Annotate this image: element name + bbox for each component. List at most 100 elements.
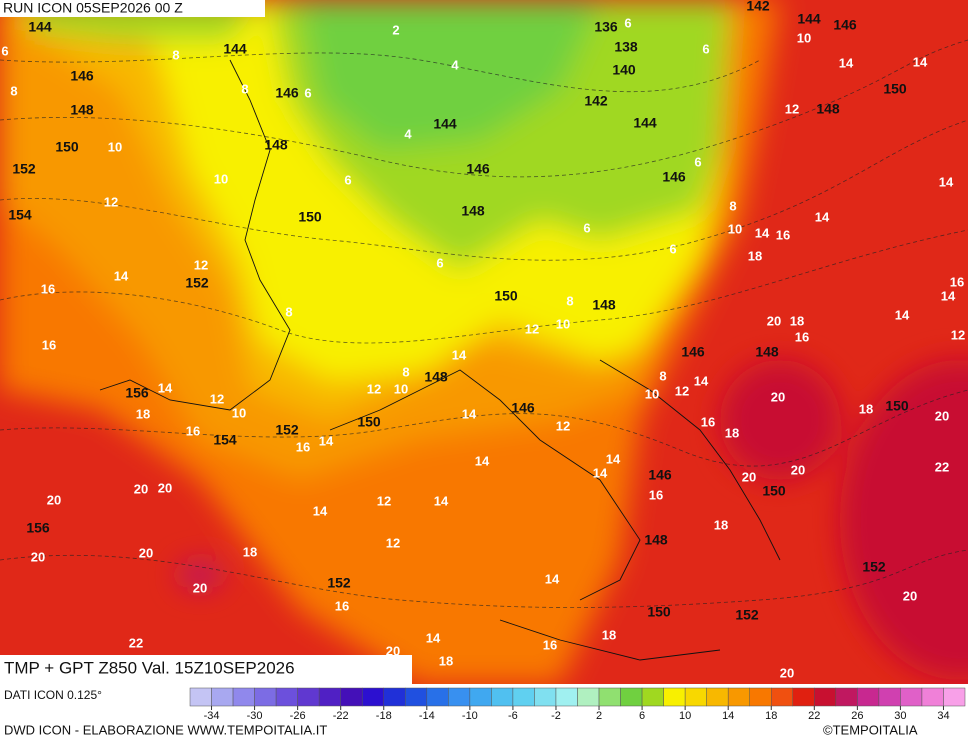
- geopotential-label: 152: [327, 575, 351, 591]
- geopotential-label: 152: [862, 559, 886, 575]
- temperature-label: 10: [556, 316, 570, 331]
- legend-swatch: [512, 687, 535, 707]
- data-source: DATI ICON 0.125°: [4, 688, 102, 702]
- legend-swatch: [792, 687, 815, 707]
- temperature-label: 12: [675, 383, 689, 398]
- legend-tick-label: 10: [679, 710, 691, 722]
- temperature-label: 4: [451, 57, 459, 72]
- geopotential-label: 142: [584, 93, 608, 109]
- geopotential-label: 152: [185, 275, 209, 291]
- geopotential-label: 146: [648, 467, 672, 483]
- temperature-label: 14: [452, 347, 467, 362]
- temperature-label: 8: [402, 364, 409, 379]
- temperature-label: 14: [434, 493, 449, 508]
- legend-tick-label: 6: [639, 710, 645, 722]
- geopotential-label: 142: [746, 0, 770, 14]
- temperature-label: 16: [795, 329, 809, 344]
- temperature-label: 14: [941, 288, 956, 303]
- legend-swatch: [448, 687, 471, 707]
- temperature-label: 14: [755, 225, 770, 240]
- legend-swatch: [771, 687, 794, 707]
- geopotential-label: 148: [264, 137, 288, 153]
- temperature-label: 8: [285, 304, 292, 319]
- legend-tick-label: -34: [204, 710, 220, 722]
- legend-tick-label: -18: [376, 710, 392, 722]
- temperature-label: 14: [545, 571, 560, 586]
- temperature-label: 16: [776, 227, 790, 242]
- temperature-label: 20: [134, 481, 148, 496]
- legend-swatch: [835, 687, 858, 707]
- color-legend: -34 -30 -26 -22 -18 -14 -10 -6 -2 2 6 10 14 18 22 26 30 3…: [189, 687, 966, 722]
- temperature-label: 20: [193, 580, 207, 595]
- temperature-label: 20: [47, 492, 61, 507]
- legend-tick-label: 26: [851, 710, 863, 722]
- temperature-field: [0, 0, 968, 684]
- temperature-label: 8: [172, 47, 179, 62]
- geopotential-label: 146: [466, 161, 490, 177]
- temperature-label: 16: [950, 274, 964, 289]
- geopotential-label: 144: [223, 41, 247, 57]
- temperature-label: 14: [913, 54, 928, 69]
- temperature-label: 10: [214, 171, 228, 186]
- geopotential-label: 150: [55, 139, 79, 155]
- temperature-label: 20: [386, 643, 400, 658]
- temperature-label: 6: [436, 255, 443, 270]
- temperature-label: 12: [951, 327, 965, 342]
- geopotential-label: 138: [614, 39, 638, 55]
- legend-tick-label: -14: [419, 710, 435, 722]
- geopotential-label: 144: [28, 19, 52, 35]
- geopotential-label: 150: [647, 604, 671, 620]
- legend-tick-label: 2: [596, 710, 602, 722]
- legend-swatch: [297, 687, 320, 707]
- credit: DWD ICON - ELABORAZIONE WWW.TEMPOITALIA.…: [4, 722, 327, 737]
- temperature-label: 6: [1, 43, 8, 58]
- legend-swatch: [727, 687, 750, 707]
- temperature-label: 10: [394, 381, 408, 396]
- geopotential-label: 144: [633, 115, 657, 131]
- legend-tick-label: -30: [247, 710, 263, 722]
- geopotential-label: 150: [494, 288, 518, 304]
- temperature-label: 6: [304, 85, 311, 100]
- geopotential-label: 154: [8, 207, 32, 223]
- legend-swatch: [383, 687, 406, 707]
- geopotential-label: 148: [70, 102, 94, 118]
- legend-tick-label: -6: [508, 710, 518, 722]
- geopotential-label: 152: [275, 422, 299, 438]
- temperature-label: 10: [108, 139, 122, 154]
- temperature-label: 20: [767, 313, 781, 328]
- geopotential-label: 146: [833, 17, 857, 33]
- temperature-label: 16: [296, 439, 310, 454]
- temperature-label: 14: [593, 465, 608, 480]
- legend-swatch: [254, 687, 277, 707]
- temperature-label: 6: [583, 220, 590, 235]
- legend-swatch: [361, 687, 385, 707]
- legend-swatch: [943, 687, 966, 707]
- temperature-label: 18: [439, 653, 453, 668]
- temperature-label: 14: [114, 268, 129, 283]
- isolines: [0, 39, 968, 608]
- temperature-label: 14: [475, 453, 490, 468]
- geopotential-label: 140: [612, 62, 636, 78]
- temperature-label: 8: [729, 198, 736, 213]
- temperature-label: 12: [377, 493, 391, 508]
- temperature-label: 20: [791, 462, 805, 477]
- temperature-label: 12: [556, 418, 570, 433]
- legend-swatch: [641, 687, 664, 707]
- temperature-label: 6: [694, 154, 701, 169]
- geopotential-label: 148: [424, 369, 448, 385]
- temperature-label: 20: [158, 480, 172, 495]
- temperature-label: 12: [194, 257, 208, 272]
- legend-swatch: [318, 687, 341, 707]
- geopotential-label: 152: [12, 161, 36, 177]
- legend-swatch: [211, 687, 234, 707]
- temperature-label: 6: [624, 15, 631, 30]
- legend-swatch: [577, 687, 600, 707]
- legend-tick-label: -26: [290, 710, 306, 722]
- geopotential-label: 152: [735, 607, 759, 623]
- legend-tick-label: -22: [333, 710, 349, 722]
- temperature-label: 2: [392, 22, 399, 37]
- legend-tick-label: 22: [808, 710, 820, 722]
- legend-swatch: [405, 687, 428, 707]
